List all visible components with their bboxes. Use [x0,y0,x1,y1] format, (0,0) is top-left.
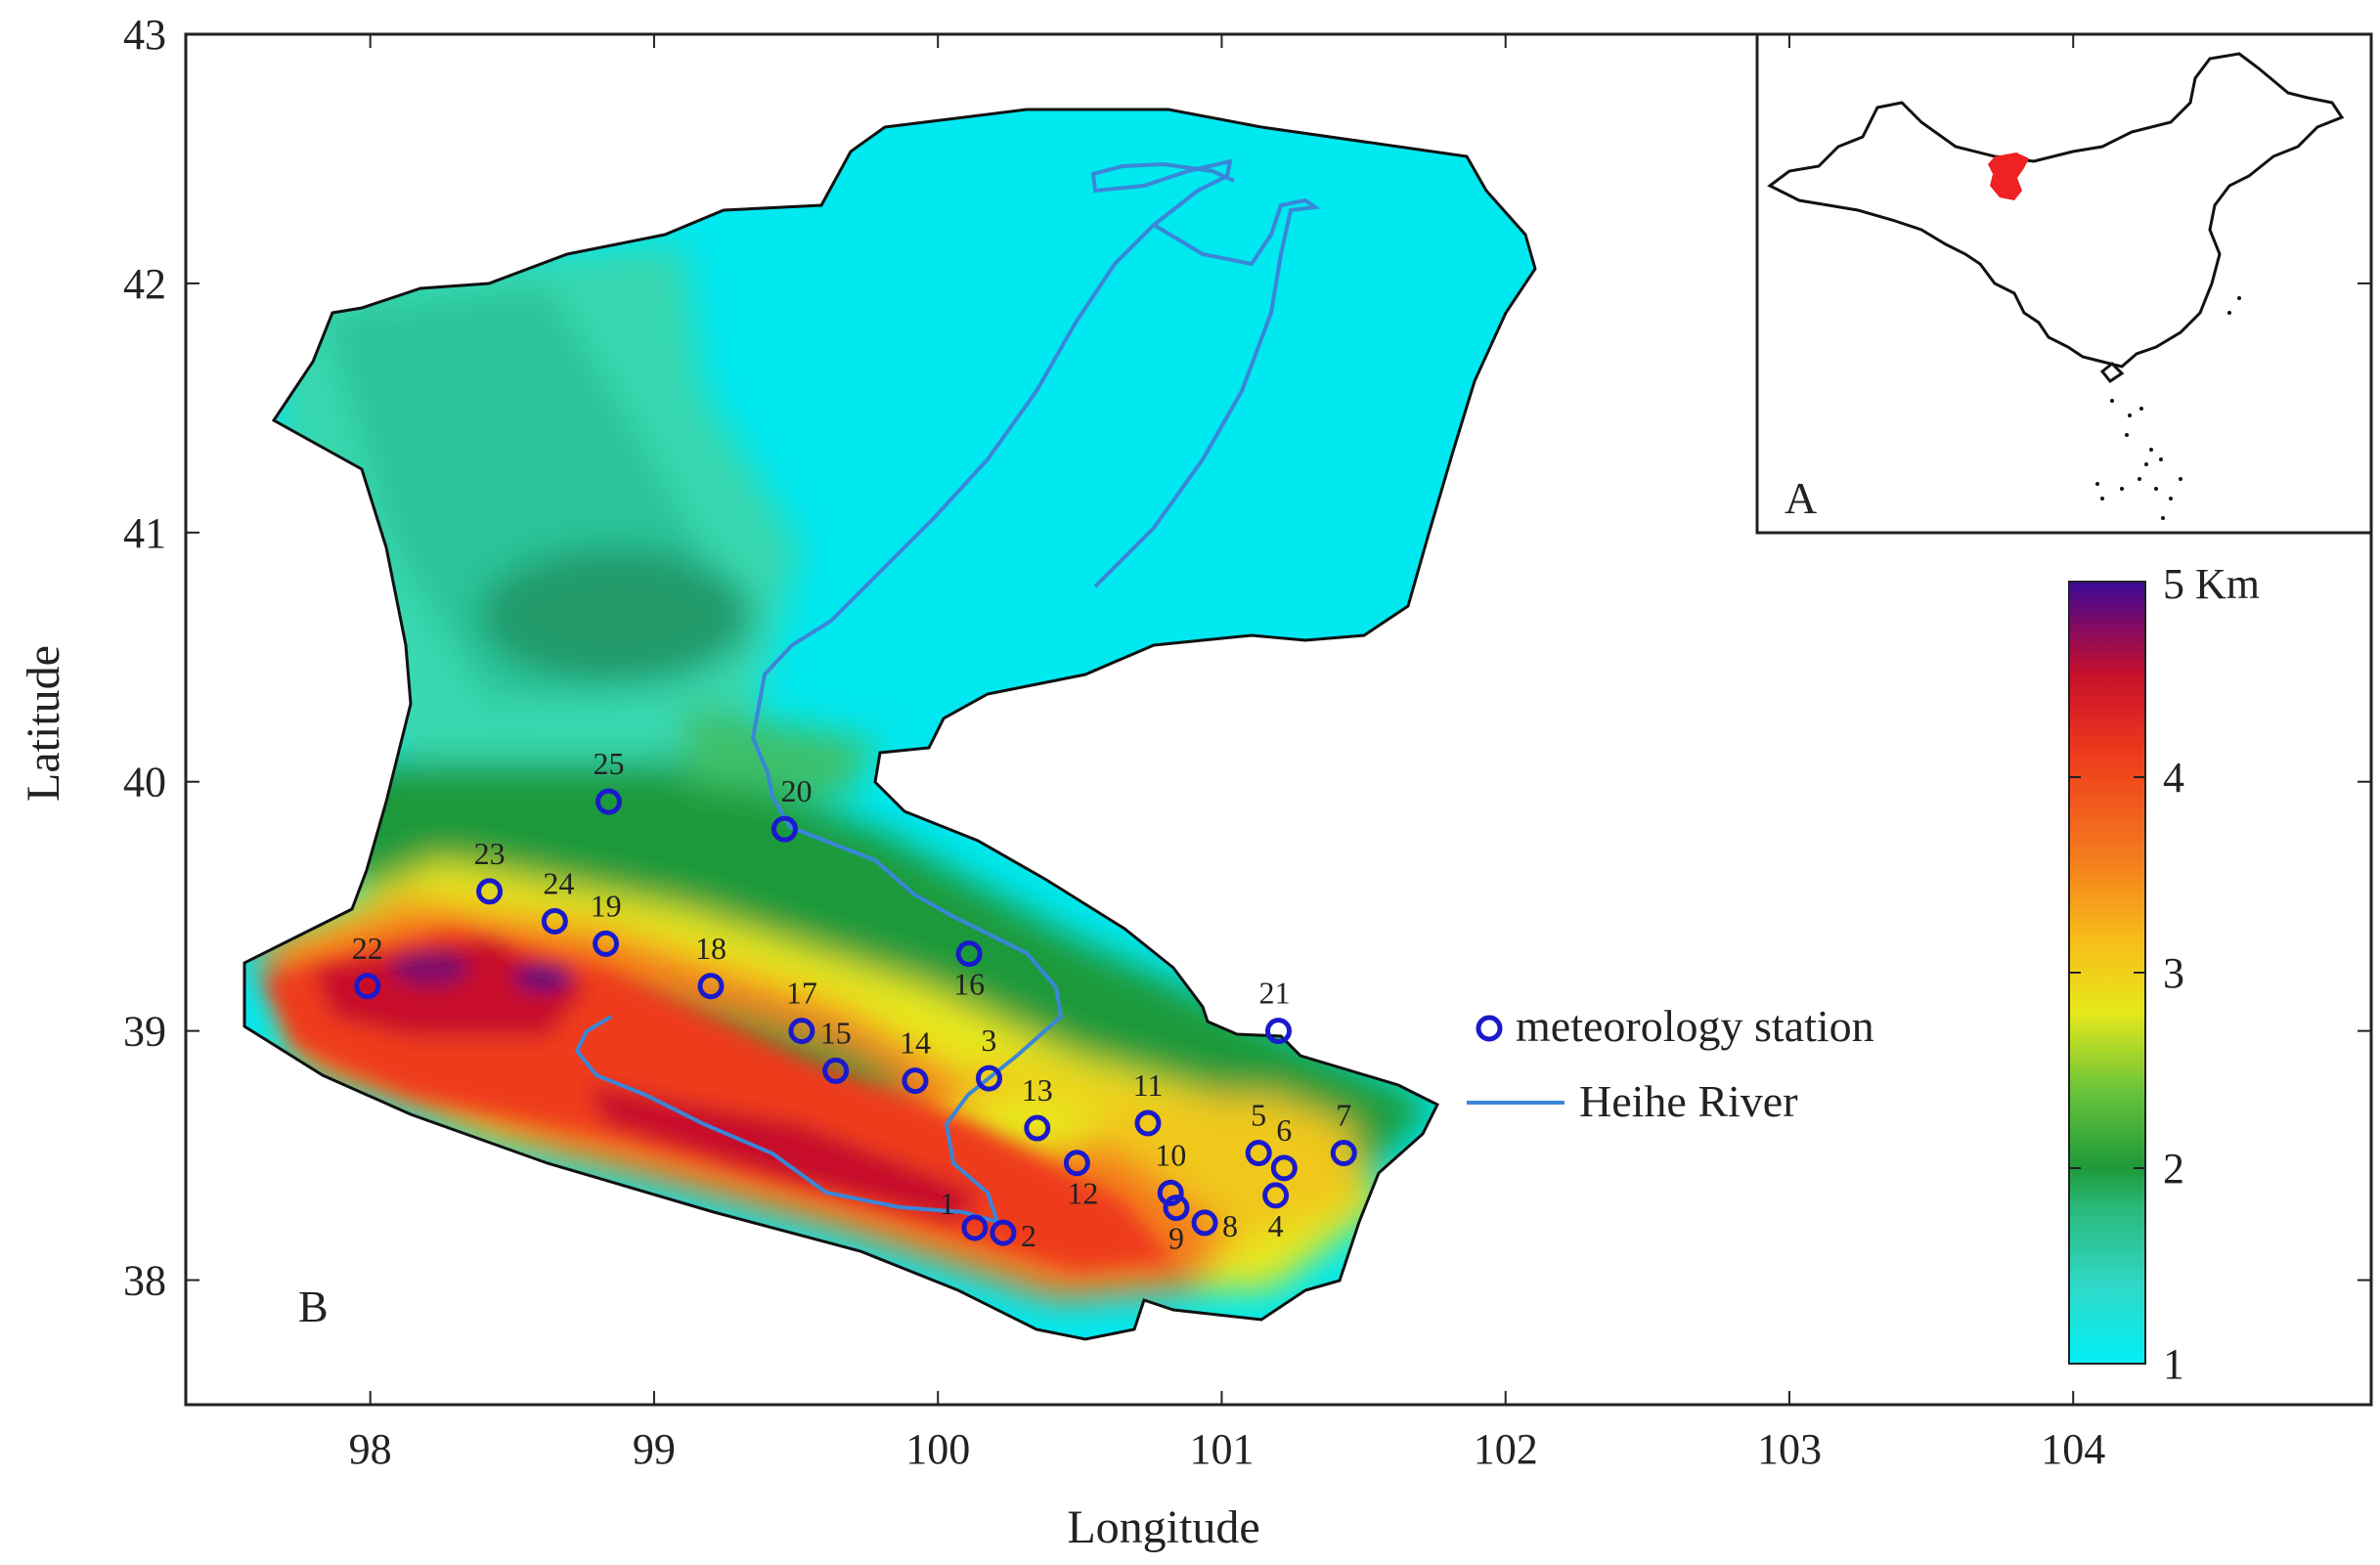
station-marker [1157,1179,1184,1206]
colorbar-ticks [2069,776,2145,1365]
y-tick-label: 41 [123,509,166,557]
station-label: 21 [1259,976,1291,1011]
station-marker [1330,1140,1357,1167]
y-axis-title: Latitude [18,645,69,802]
station-label: 25 [593,746,624,781]
station-label: 17 [786,976,817,1011]
x-tick-label: 104 [2041,1425,2105,1473]
station-marker [476,878,504,905]
legend-station-marker [1476,1015,1503,1042]
y-tick-label: 39 [123,1008,166,1056]
station-label: 19 [591,888,622,923]
legend-station-label: meteorology station [1516,1001,1874,1051]
inset-panel-label: A [1785,473,1817,523]
station-label: 20 [780,773,812,808]
station-marker [541,907,568,935]
heihe-region-highlight [1988,152,2029,200]
legend: meteorology station Heihe River [1467,1001,1874,1126]
station-marker [1265,1018,1292,1045]
basin-boundary [242,108,1537,1341]
station-label: 6 [1276,1112,1292,1148]
station-marker [1262,1182,1290,1209]
station-marker [1024,1114,1051,1142]
x-tick-label: 102 [1474,1425,1538,1473]
main-panel-label: B [298,1282,329,1331]
colorbar-title: 5 Km [2163,560,2260,608]
station-marker [1134,1109,1162,1137]
y-tick-label: 38 [123,1257,166,1305]
inset-china-map [1755,32,2373,535]
station-label: 1 [940,1186,955,1221]
elevation-raster [244,109,1535,1339]
colorbar-tick-label: 4 [2163,754,2184,802]
station-marker [990,1219,1017,1246]
colorbar-tick-label: 1 [2163,1340,2184,1388]
y-tick-label: 42 [123,260,166,308]
y-tick-label: 40 [123,759,166,806]
station-label: 2 [1021,1218,1036,1253]
legend-river-label: Heihe River [1579,1076,1798,1126]
x-tick-label: 98 [349,1425,392,1473]
station-marker [1063,1150,1090,1177]
plot-frame [184,32,2373,1407]
station-label: 8 [1222,1208,1238,1243]
station-marker [1191,1209,1218,1237]
station-label: 10 [1155,1137,1186,1172]
colorbar-tick-label: 3 [2163,949,2184,997]
y-tick-label: 43 [123,11,166,59]
heihe-river [574,158,1321,1224]
x-tick-label: 99 [633,1425,676,1473]
south-china-sea-islands [2095,296,2241,520]
x-axis-title: Longitude [1067,1501,1259,1553]
station-marker [697,973,725,1000]
station-label: 15 [820,1015,852,1050]
station-label: 22 [352,931,383,966]
station-marker [595,788,622,815]
station-marker [1245,1140,1272,1167]
x-tick-label: 101 [1189,1425,1254,1473]
station-marker [1163,1195,1190,1222]
station-marker [822,1057,850,1084]
station-marker [1270,1154,1298,1182]
station-marker [902,1067,929,1095]
station-marker [354,973,381,1000]
station-label: 14 [900,1025,931,1061]
station-label: 4 [1268,1208,1284,1243]
colorbar [2068,581,2146,1365]
station-label: 7 [1336,1098,1351,1133]
station-label: 3 [981,1022,996,1058]
station-label: 5 [1251,1098,1266,1133]
station-label: 11 [1133,1067,1164,1103]
station-marker [975,1065,1002,1092]
station-marker [788,1018,815,1045]
station-label: 13 [1022,1072,1053,1108]
station-label: 24 [543,865,574,900]
station-marker [593,930,620,957]
station-marker [955,940,983,968]
x-tick-label: 103 [1757,1425,1822,1473]
station-label: 16 [953,967,985,1002]
station-marker [961,1214,989,1241]
station-label: 18 [695,931,727,966]
station-marker [771,815,798,843]
station-label: 12 [1067,1176,1098,1211]
x-tick-label: 100 [905,1425,970,1473]
colorbar-tick-label: 2 [2163,1145,2184,1193]
station-label: 23 [474,836,506,871]
station-label: 9 [1168,1221,1184,1256]
